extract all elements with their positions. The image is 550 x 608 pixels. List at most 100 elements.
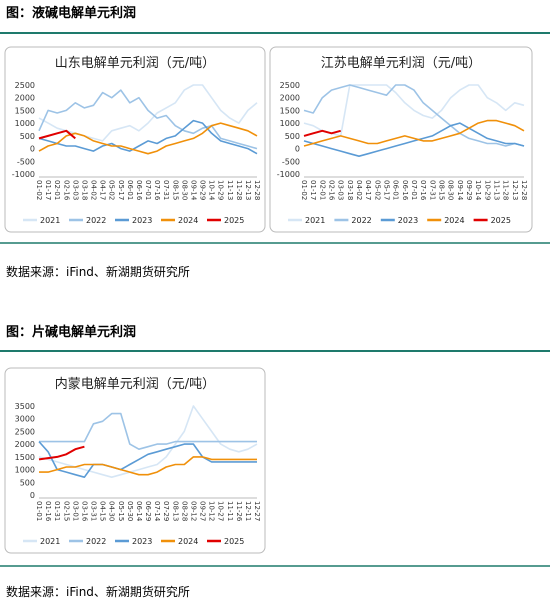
section-title: 图：片碱电解单元利润 — [6, 324, 136, 340]
x-tick-label: 01-16 — [44, 501, 52, 522]
x-tick-label: 12-27 — [253, 501, 261, 521]
x-tick-label: 10-27 — [217, 501, 225, 521]
legend-label: 2022 — [351, 216, 371, 225]
series-line — [303, 122, 525, 157]
y-tick-label: 1500 — [15, 453, 35, 462]
y-tick-label: 0 — [295, 145, 300, 154]
x-tick-label: 08-13 — [171, 501, 179, 521]
x-tick-label: 08-15 — [171, 180, 179, 200]
legend-label: 2022 — [86, 537, 106, 546]
x-tick-label: 11-13 — [493, 180, 501, 200]
x-tick-label: 04-30 — [108, 501, 116, 521]
legend-label: 2025 — [224, 537, 244, 546]
x-tick-label: 03-18 — [346, 180, 354, 200]
series-line — [38, 441, 257, 478]
x-tick-label: 05-17 — [117, 180, 125, 200]
legend-label: 2025 — [224, 216, 244, 225]
y-tick-label: -1000 — [12, 170, 35, 179]
y-tick-label: 0 — [30, 145, 35, 154]
x-tick-label: 09-14 — [189, 180, 197, 201]
x-tick-label: 02-15 — [62, 501, 70, 521]
series-line — [303, 129, 341, 137]
x-tick-label: 11-11 — [226, 501, 234, 521]
legend-label: 2023 — [132, 216, 152, 225]
x-tick-label: 10-14 — [208, 180, 216, 201]
y-tick-label: 3000 — [15, 415, 35, 424]
y-tick-label: 500 — [285, 132, 300, 141]
x-tick-label: 09-27 — [199, 501, 207, 521]
x-tick-label: 04-02 — [355, 180, 363, 200]
x-tick-label: 09-29 — [465, 180, 473, 200]
series-line — [39, 412, 257, 450]
x-tick-label: 05-02 — [108, 180, 116, 200]
y-tick-label: 2500 — [15, 427, 35, 436]
x-tick-label: 07-29 — [162, 501, 170, 521]
x-tick-label: 07-14 — [153, 501, 161, 522]
y-tick-label: 2000 — [15, 440, 35, 449]
x-tick-label: 01-01 — [35, 501, 43, 521]
chart-title: 山东电解单元利润（元/吨） — [55, 56, 215, 71]
x-tick-label: 09-12 — [189, 501, 197, 521]
x-tick-label: 09-14 — [456, 180, 464, 201]
legend-label: 2023 — [398, 216, 418, 225]
y-tick-label: 2000 — [15, 94, 35, 103]
x-tick-label: 03-18 — [80, 180, 88, 200]
x-tick-label: 07-31 — [428, 180, 436, 200]
x-tick-label: 06-14 — [135, 501, 143, 522]
series-line — [39, 456, 257, 476]
x-tick-label: 05-30 — [126, 501, 134, 521]
legend-label: 2022 — [86, 216, 106, 225]
y-tick-label: 2500 — [15, 81, 35, 90]
x-tick-label: 10-14 — [474, 180, 482, 201]
x-tick-label: 12-13 — [244, 180, 252, 200]
x-tick-label: 07-01 — [144, 180, 152, 200]
x-tick-label: 12-11 — [244, 501, 252, 521]
legend-label: 2024 — [444, 216, 464, 225]
x-tick-label: 08-30 — [447, 180, 455, 200]
x-tick-label: 07-16 — [153, 180, 161, 201]
series-line — [38, 89, 258, 150]
legend-label: 2025 — [491, 216, 511, 225]
x-tick-label: 04-17 — [99, 180, 107, 200]
series-line — [38, 119, 258, 155]
x-tick-label: 12-28 — [520, 180, 528, 200]
x-tick-label: 06-01 — [126, 180, 134, 200]
x-tick-label: 11-28 — [235, 180, 243, 200]
y-tick-label: -500 — [282, 157, 300, 166]
x-tick-label: 04-02 — [90, 180, 98, 200]
y-tick-label: 1000 — [15, 119, 35, 128]
y-tick-label: 2500 — [280, 81, 300, 90]
x-tick-label: 03-01 — [71, 501, 79, 521]
x-tick-label: 09-29 — [199, 180, 207, 200]
y-tick-label: 3500 — [15, 402, 35, 411]
x-tick-label: 12-28 — [253, 180, 261, 200]
legend-label: 2021 — [305, 216, 325, 225]
x-tick-label: 04-15 — [99, 501, 107, 521]
x-tick-label: 12-13 — [511, 180, 519, 200]
x-tick-label: 01-02 — [35, 180, 43, 200]
x-tick-label: 06-16 — [401, 180, 409, 201]
y-tick-label: 0 — [30, 491, 35, 500]
x-tick-label: 08-30 — [180, 180, 188, 200]
x-tick-label: 05-15 — [117, 501, 125, 521]
chart-title: 内蒙电解单元利润（元/吨） — [55, 376, 215, 392]
chart-frame — [269, 46, 533, 233]
x-tick-label: 03-31 — [90, 501, 98, 521]
x-tick-label: 11-26 — [235, 501, 243, 522]
legend-label: 2024 — [178, 537, 198, 546]
series-line — [38, 129, 76, 140]
y-tick-label: -1000 — [277, 170, 300, 179]
x-tick-label: 10-29 — [483, 180, 491, 200]
x-tick-label: 08-28 — [180, 501, 188, 521]
x-tick-label: 02-01 — [318, 180, 326, 200]
x-tick-label: 06-01 — [392, 180, 400, 200]
legend-label: 2024 — [178, 216, 198, 225]
source-note: 数据来源：iFind、新湖期货研究所 — [6, 264, 190, 279]
x-tick-label: 02-16 — [328, 180, 336, 201]
y-tick-label: 2000 — [280, 94, 300, 103]
x-tick-label: 01-17 — [309, 180, 317, 200]
y-tick-label: -500 — [17, 157, 35, 166]
x-tick-label: 03-03 — [71, 180, 79, 200]
x-tick-label: 03-03 — [337, 180, 345, 200]
